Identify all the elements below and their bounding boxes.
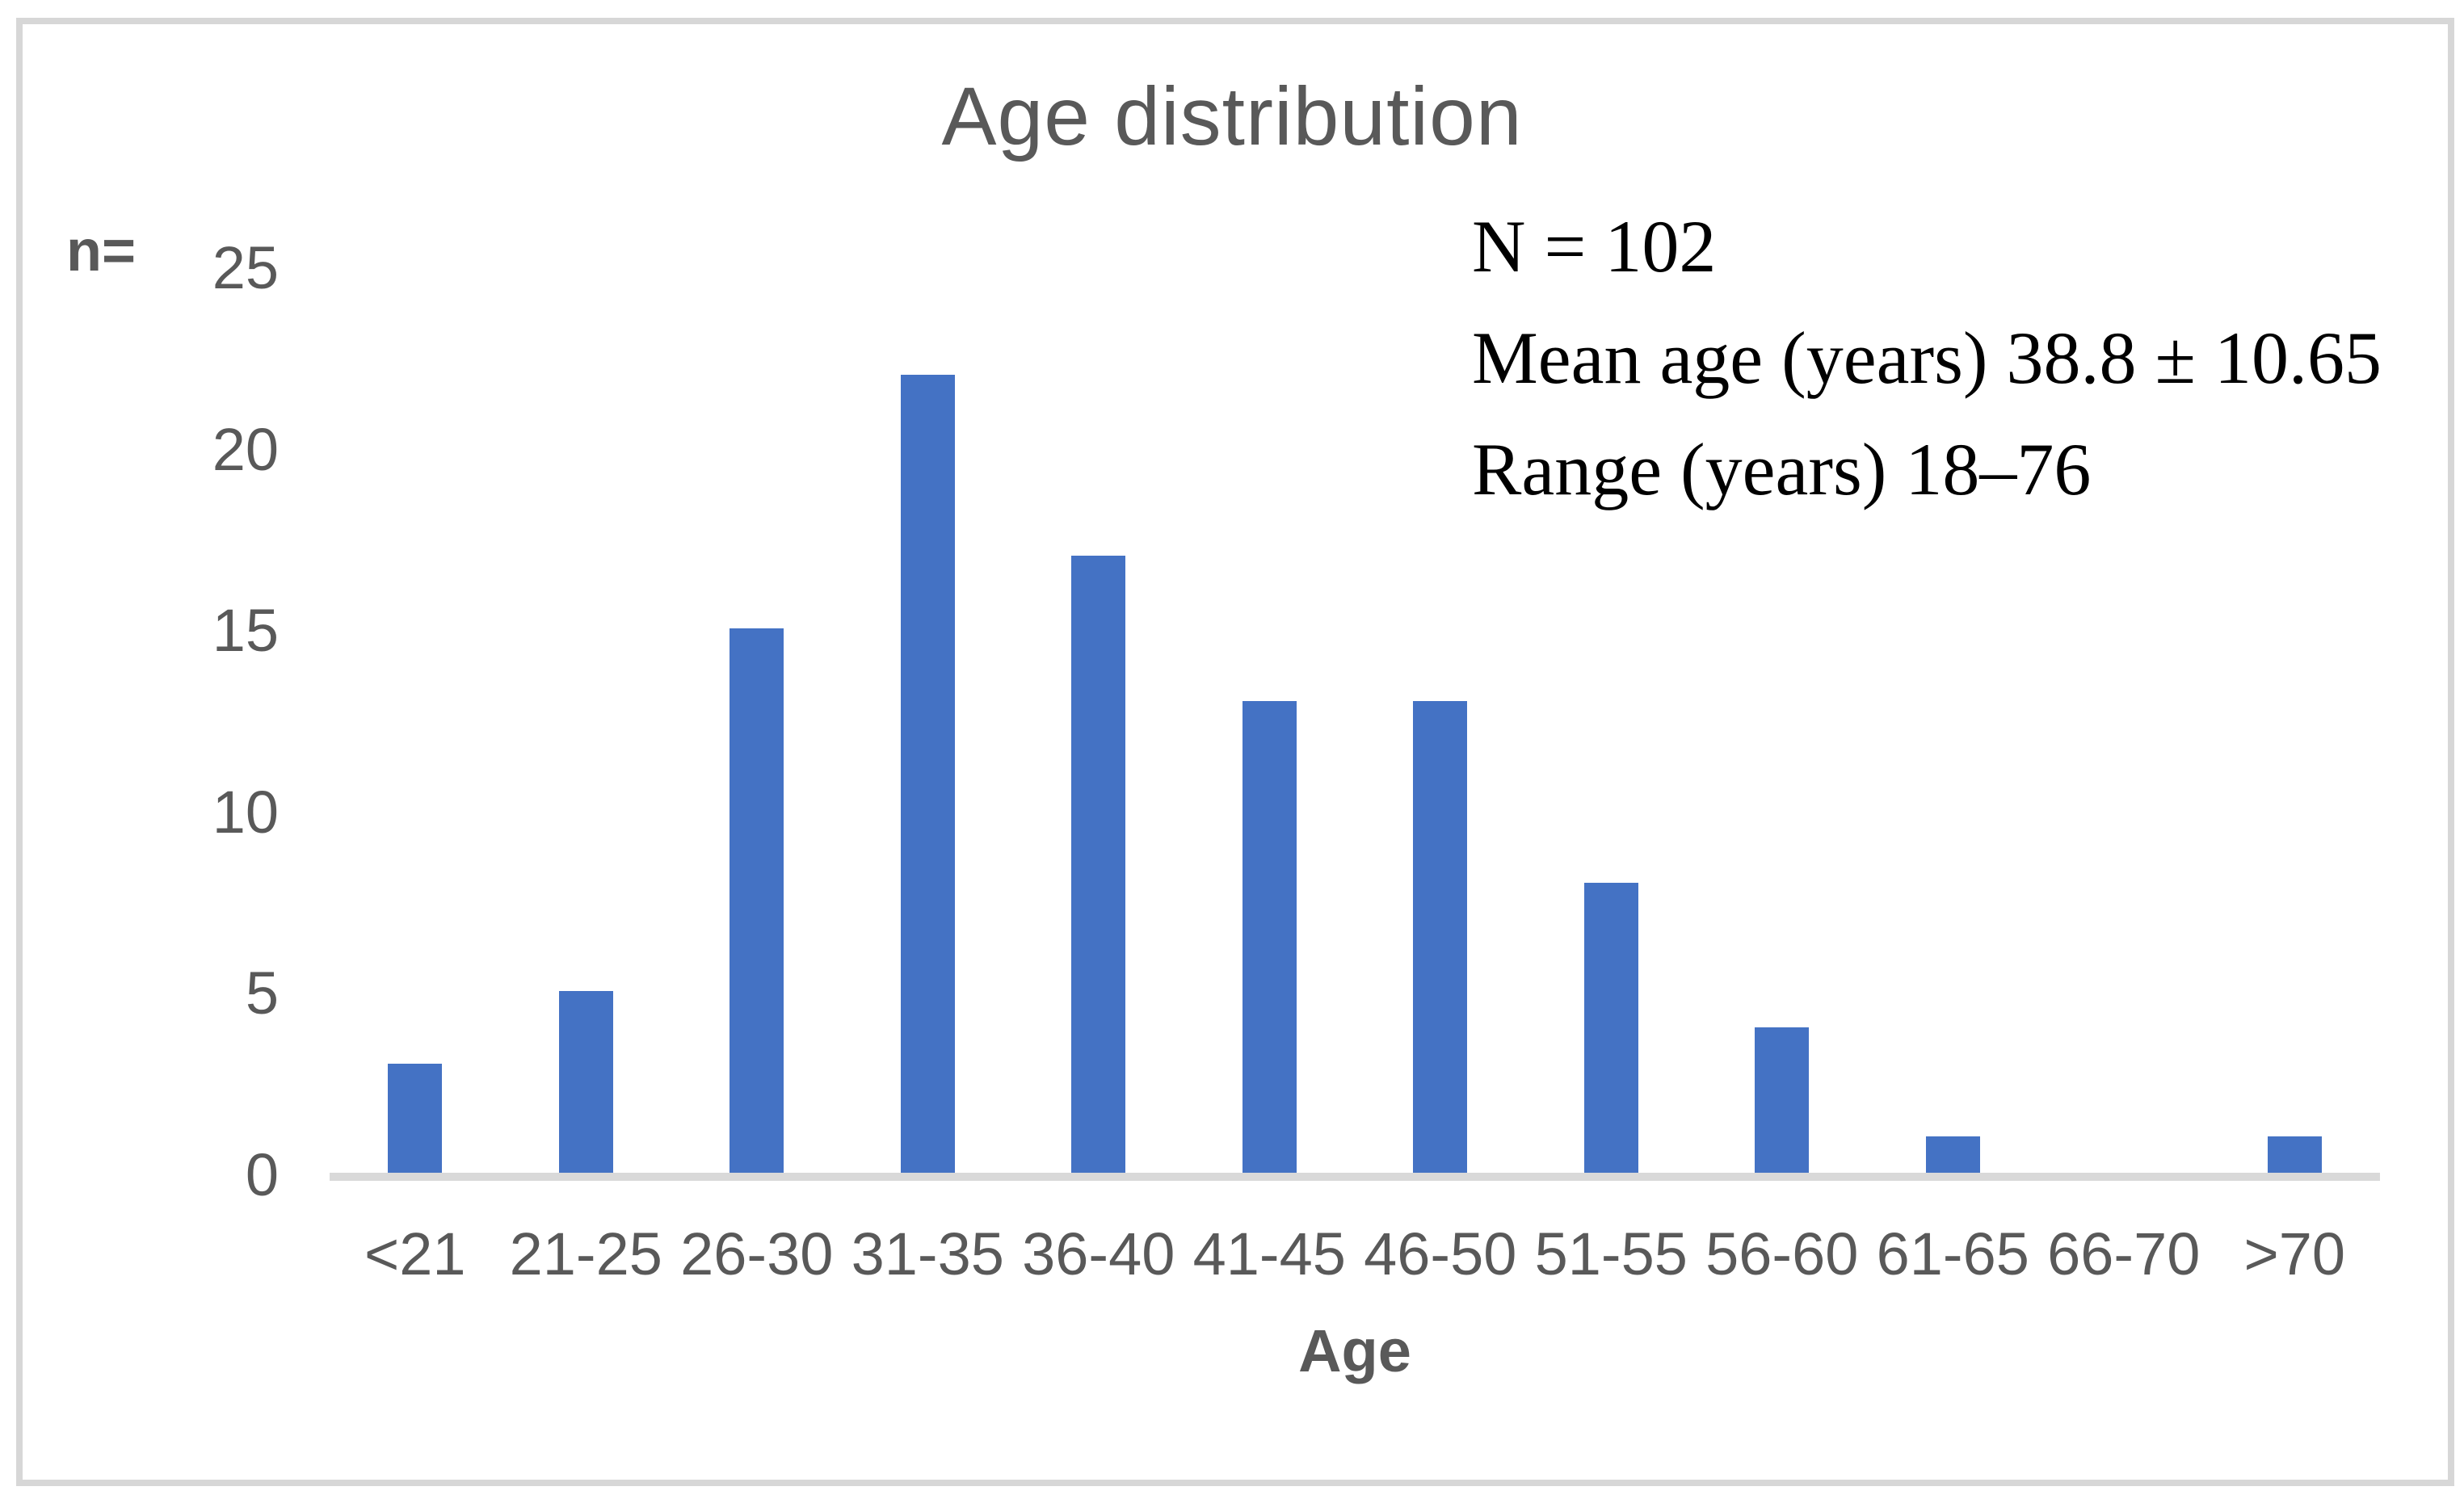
x-tick-label: 36-40: [1022, 1220, 1175, 1287]
y-tick-label: 20: [212, 415, 279, 483]
bar-2125: [558, 991, 613, 1173]
x-tick-label: 21-25: [509, 1220, 662, 1287]
bar-2630: [730, 628, 784, 1173]
x-tick-label: 61-65: [1876, 1220, 2029, 1287]
x-axis-title: Age: [1298, 1317, 1411, 1384]
bar-4650: [1413, 701, 1468, 1173]
y-tick-label: 25: [212, 234, 279, 301]
y-tick-label: 10: [212, 778, 279, 846]
bar-5155: [1583, 882, 1638, 1173]
x-tick-label: 31-35: [851, 1220, 1004, 1287]
x-tick-label: >70: [2243, 1220, 2346, 1287]
annotation-block: N = 102 Mean age (years) 38.8 ± 10.65 Rang…: [1472, 191, 2382, 525]
x-axis-category-labels: <21 21-25 26-30 31-35 36-40 41-45 46-50 51-55 56…: [330, 1221, 2380, 1287]
bar-4145: [1242, 701, 1297, 1173]
y-tick-label: 15: [212, 597, 279, 665]
annotation-line: N = 102: [1472, 205, 1717, 288]
y-axis-unit-label: n=: [66, 219, 137, 283]
bar-3135: [900, 374, 955, 1173]
y-tick-label: 0: [245, 1141, 279, 1208]
x-tick-label: 56-60: [1705, 1220, 1859, 1287]
bar-70: [2267, 1136, 2322, 1173]
plot-area: [330, 0, 2380, 1495]
chart-title: Age distribution: [941, 70, 1523, 162]
bar-5660: [1755, 1027, 1810, 1173]
annotation-line: Range (years) 18–76: [1472, 428, 2092, 510]
y-tick-label: 5: [245, 960, 279, 1027]
bar-6165: [1925, 1136, 1980, 1173]
x-tick-label: <21: [364, 1220, 466, 1287]
x-tick-label: 66-70: [2047, 1220, 2201, 1287]
bar-3640: [1071, 556, 1126, 1173]
annotation-line: Mean age (years) 38.8 ± 10.65: [1472, 317, 2382, 399]
x-tick-label: 51-55: [1534, 1220, 1688, 1287]
bar-21: [388, 1064, 443, 1173]
x-tick-label: 41-45: [1192, 1220, 1346, 1287]
x-tick-label: 26-30: [680, 1220, 834, 1287]
x-tick-label: 46-50: [1364, 1220, 1517, 1287]
x-axis-line: [330, 1173, 2380, 1181]
